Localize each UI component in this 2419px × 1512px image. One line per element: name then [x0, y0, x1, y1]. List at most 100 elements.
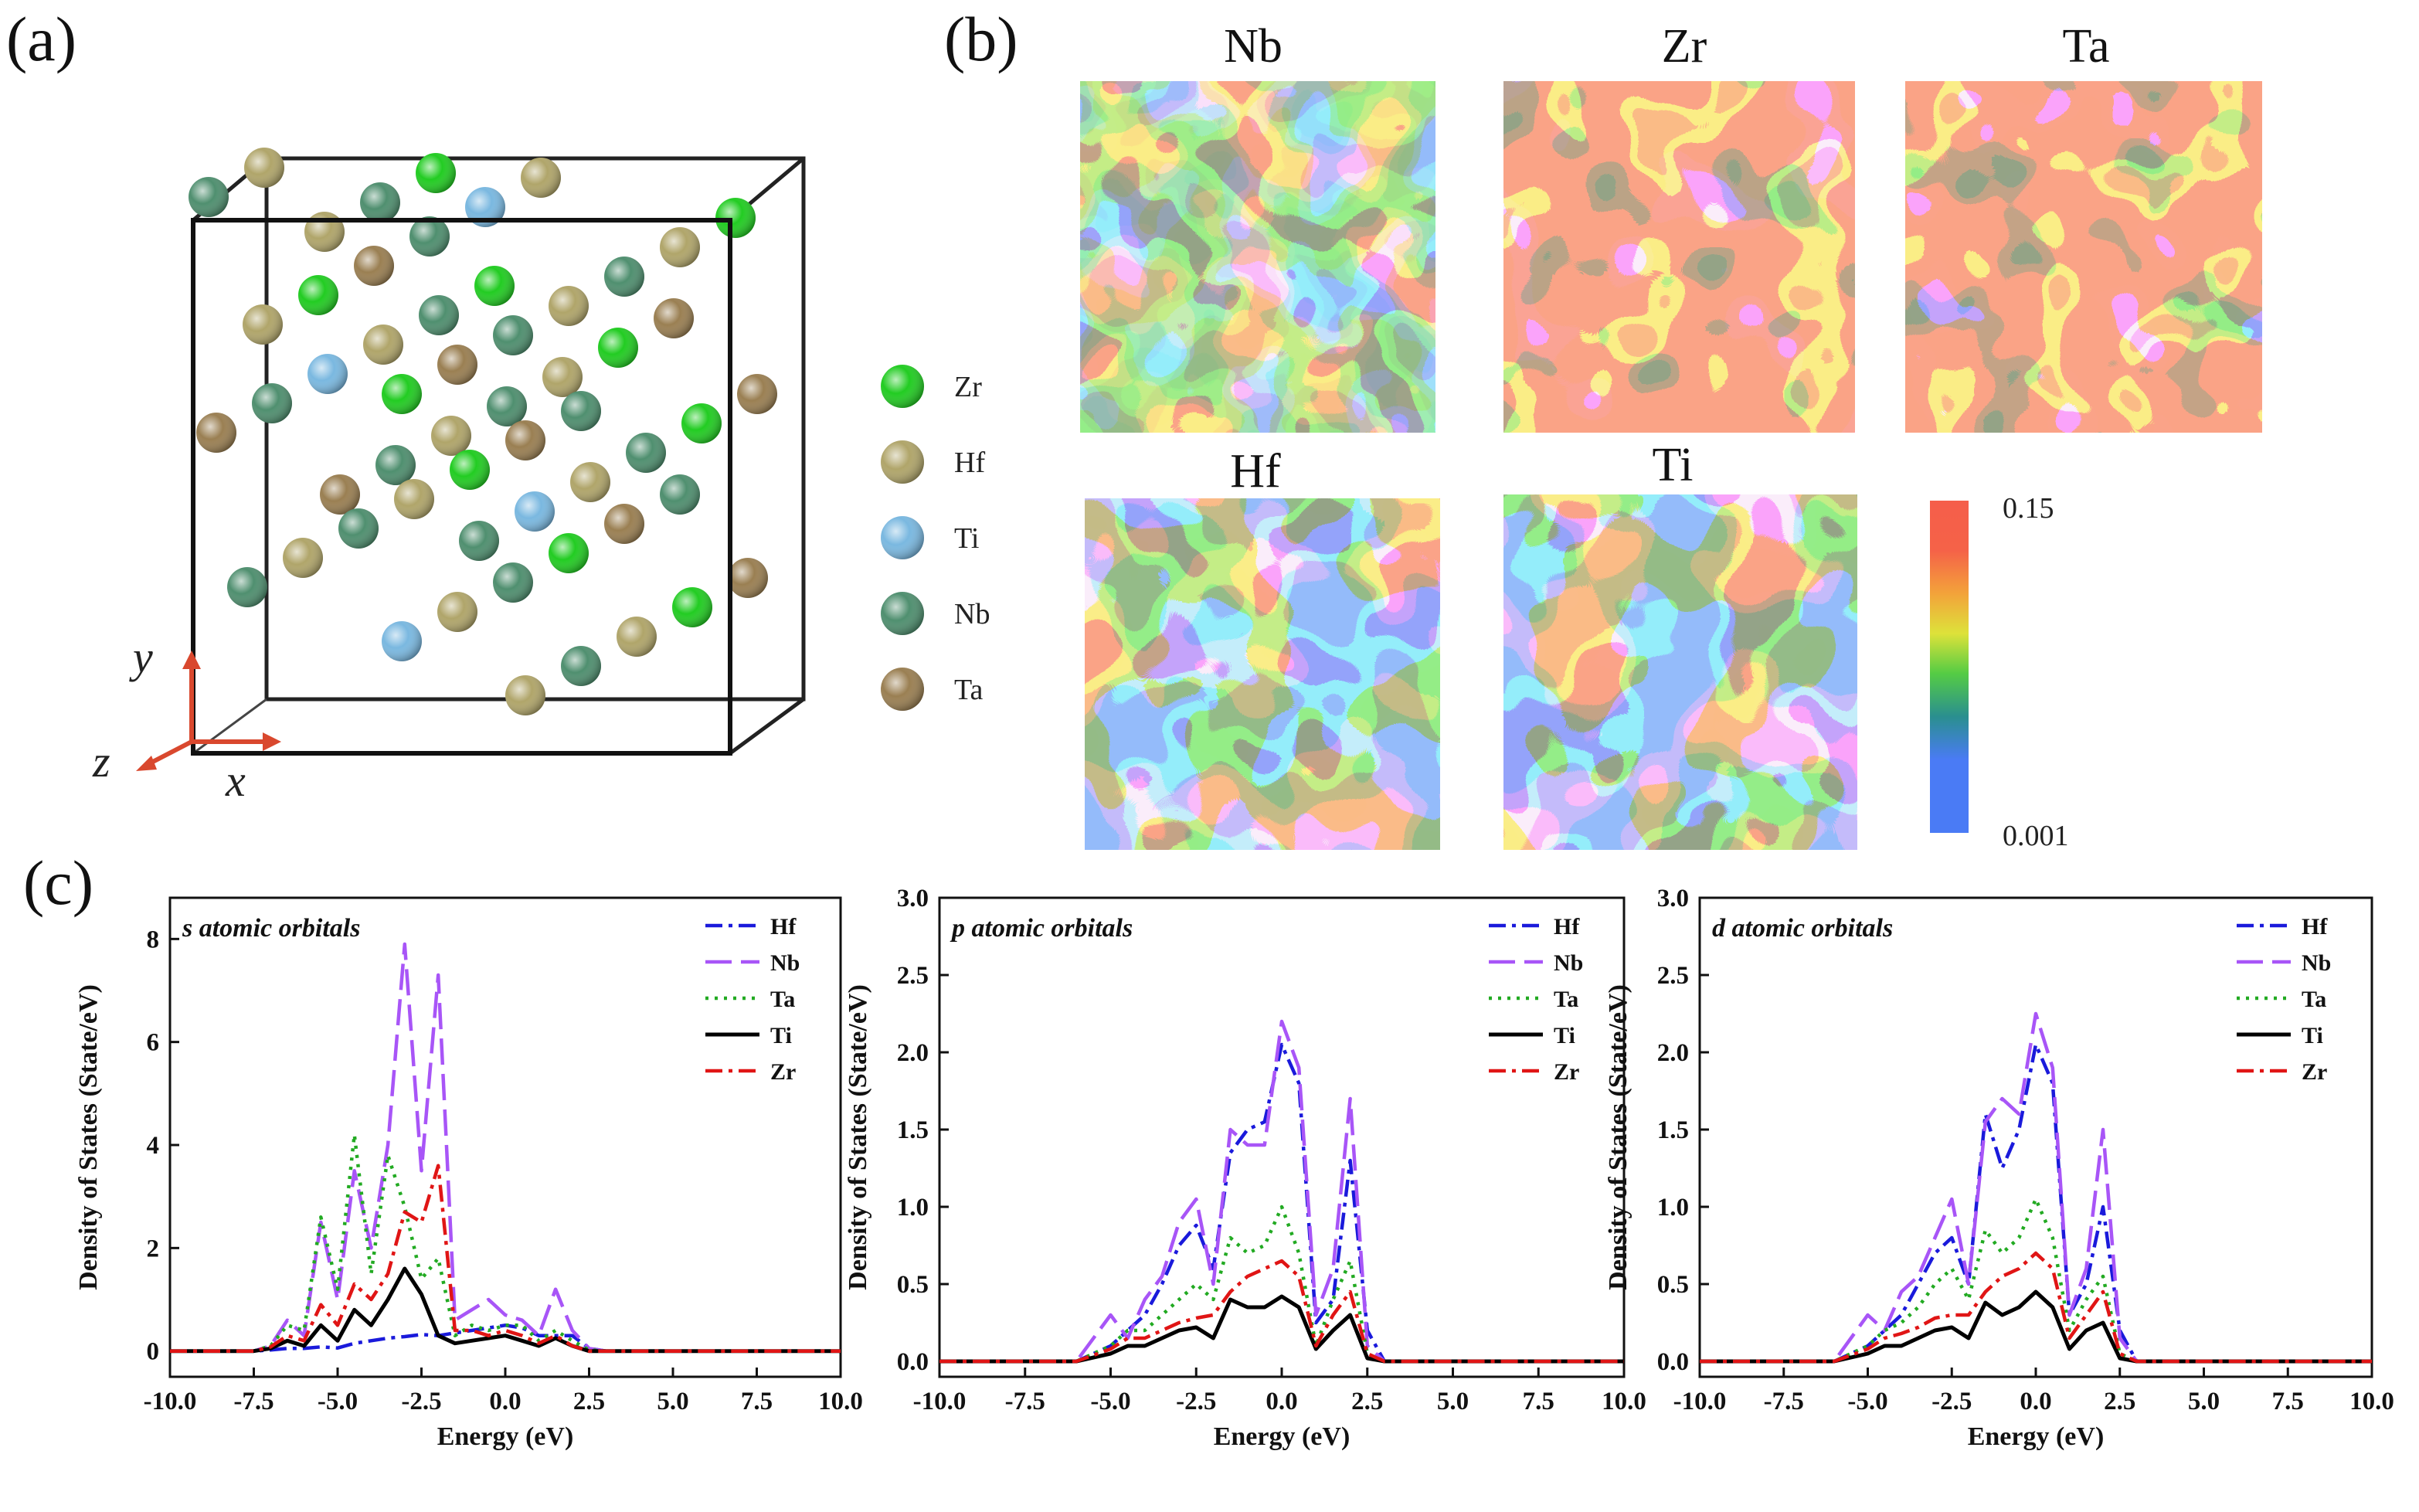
- y-axis-label: y: [129, 632, 153, 682]
- atom-shading: [549, 286, 589, 326]
- colorbar-gradient: [1930, 501, 1969, 833]
- x-tick-label: 7.5: [741, 1388, 773, 1415]
- map-ti: Ti: [1503, 439, 1857, 850]
- atom-shading: [450, 450, 490, 490]
- x-tick-label: -7.5: [1764, 1388, 1804, 1415]
- series-line-ta: [1700, 1197, 2372, 1364]
- y-tick-label: 2.0: [1657, 1039, 1689, 1067]
- y-tick-label: 0.5: [897, 1271, 929, 1299]
- atom-shading: [227, 567, 267, 607]
- x-tick-label: -5.0: [318, 1388, 358, 1415]
- series-line-ti: [939, 1294, 1624, 1364]
- y-tick-label: 2.5: [1657, 962, 1689, 990]
- atom-shading: [549, 533, 589, 573]
- map-title-zr: Zr: [1662, 20, 1707, 73]
- atom-shading: [604, 257, 644, 297]
- series-line-ta: [170, 1133, 841, 1353]
- legend-label-ti: Ti: [954, 522, 979, 555]
- atom-shading: [715, 198, 756, 238]
- y-tick-label: 8: [147, 926, 160, 953]
- atom-shading: [298, 275, 338, 315]
- legend-label-nb: Nb: [1554, 950, 1583, 976]
- x-tick-label: 5.0: [657, 1388, 688, 1415]
- map-hf: Hf: [1085, 445, 1440, 850]
- chart-title: p atomic orbitals: [950, 914, 1133, 943]
- series-line-zr: [939, 1259, 1624, 1364]
- atom-shading: [437, 592, 477, 632]
- legend-label-nb: Nb: [770, 950, 800, 976]
- legend-label-ta: Ta: [1554, 987, 1578, 1012]
- atom-shading: [394, 479, 434, 519]
- atoms: [189, 148, 777, 715]
- atom-shading: [660, 227, 700, 267]
- chart-1: -10.0 -7.5 -5.0 -2.5 0.0 2.5 5.0 7.5 10.0 0.0 0.5 1…: [844, 885, 1646, 1451]
- legend-label-ta: Ta: [770, 987, 795, 1012]
- atom-shading: [304, 212, 345, 252]
- legend-label-ta: Ta: [2302, 987, 2326, 1012]
- series-line-ta: [939, 1205, 1624, 1364]
- x-tick-label: 2.5: [573, 1388, 605, 1415]
- panel-label-b: (b): [944, 4, 1018, 74]
- series-line-nb: [1700, 1011, 2372, 1364]
- atom-shading: [382, 374, 422, 414]
- x-tick-label: 0.0: [489, 1388, 521, 1415]
- x-tick-label: -10.0: [913, 1388, 967, 1415]
- y-tick-label: 0: [147, 1338, 160, 1366]
- atom-shading: [728, 558, 768, 598]
- atom-shading: [561, 391, 601, 431]
- x-tick-label: 10.0: [2349, 1388, 2394, 1415]
- map-ta: Ta: [1905, 20, 2262, 433]
- atom-shading: [244, 148, 284, 188]
- axis-indicator: y x z: [92, 632, 281, 806]
- x-tick-label: -2.5: [401, 1388, 441, 1415]
- x-arrow-head: [263, 732, 281, 751]
- atom-shading: [654, 298, 694, 338]
- y-tick-label: 0.5: [1657, 1271, 1689, 1299]
- atom-shading: [493, 562, 533, 603]
- z-axis-arrow: [145, 739, 193, 767]
- atom-shading: [189, 177, 229, 217]
- x-tick-label: 10.0: [818, 1388, 863, 1415]
- atom-shading: [737, 374, 777, 414]
- map-image-zr: [1503, 81, 1855, 433]
- atom-shading: [515, 491, 555, 532]
- atom-shading: [459, 521, 499, 561]
- atom-shading: [363, 324, 403, 365]
- legend-swatch-shading: [881, 592, 924, 635]
- x-tick-label: 2.5: [2104, 1388, 2135, 1415]
- x-tick-label: 2.5: [1351, 1388, 1383, 1415]
- legend-swatch-shading: [881, 365, 924, 408]
- x-tick-label: 5.0: [2188, 1388, 2220, 1415]
- series-line-hf: [939, 1042, 1624, 1364]
- map-title-ta: Ta: [2062, 20, 2109, 73]
- y-tick-label: 0.0: [897, 1348, 929, 1376]
- chart-0: -10.0 -7.5 -5.0 -2.5 0.0 2.5 5.0 7.5 10.0 0 2 4 6 8 En…: [74, 896, 863, 1451]
- element-legend: Zr Hf Ti Nb Ta: [881, 365, 990, 711]
- y-tick-label: 1.0: [1657, 1194, 1689, 1221]
- atom-shading: [598, 328, 638, 368]
- series-line-zr: [1700, 1251, 2372, 1364]
- colorbar-max-label: 0.15: [2003, 492, 2054, 525]
- y-tick-label: 6: [147, 1029, 160, 1057]
- map-zr: Zr: [1503, 20, 1855, 433]
- series-line-ti: [1700, 1289, 2372, 1364]
- atom-shading: [505, 675, 545, 715]
- x-tick-label: -5.0: [1090, 1388, 1130, 1415]
- x-axis-title: Energy (eV): [1214, 1422, 1350, 1451]
- atom-shading: [570, 462, 610, 502]
- y-arrow-head: [182, 651, 201, 669]
- atom-shading: [360, 182, 400, 223]
- x-axis-label: x: [225, 756, 246, 806]
- legend-label-zr: Zr: [2302, 1059, 2327, 1085]
- y-tick-label: 3.0: [897, 885, 929, 912]
- plot-frame: [1698, 896, 2373, 1378]
- colorbar: 0.15 0.001: [1930, 492, 2069, 852]
- panel-label-a: (a): [6, 4, 76, 74]
- atom-shading: [474, 266, 515, 306]
- cube-edge: [729, 697, 805, 756]
- x-tick-label: -7.5: [233, 1388, 273, 1415]
- legend-label-hf: Hf: [1554, 914, 1580, 939]
- legend-label-zr: Zr: [770, 1059, 796, 1085]
- z-arrow-head: [136, 756, 157, 771]
